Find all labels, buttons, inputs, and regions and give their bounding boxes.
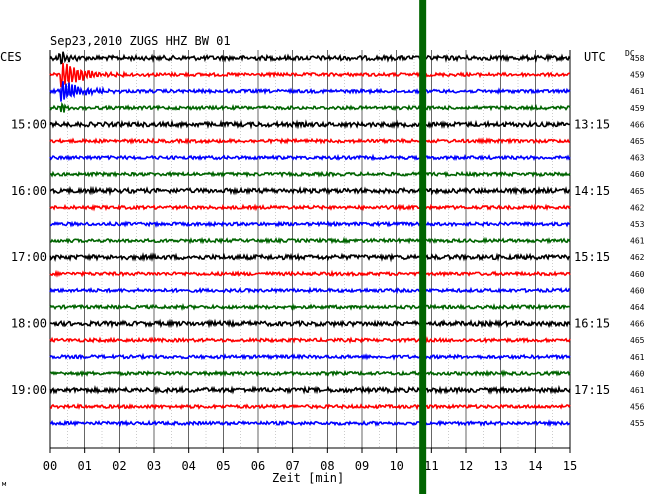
dc-offset-label: 455 [630, 419, 645, 428]
x-tick-label: 07 [285, 459, 299, 473]
seismic-trace [49, 252, 571, 263]
right-zone-label: UTC [584, 50, 606, 64]
dc-offset-label: 460 [630, 369, 645, 378]
dc-offset-label: 465 [630, 187, 645, 196]
seismic-trace [49, 318, 571, 329]
x-axis-label: Zeit [min] [272, 471, 344, 485]
seismic-trace [49, 236, 571, 245]
dc-offset-label: 460 [630, 286, 645, 295]
seismic-trace [49, 384, 571, 396]
marker-line [419, 0, 427, 494]
right-time-label: 13:15 [574, 117, 610, 131]
x-tick-label: 04 [181, 459, 195, 473]
seismic-trace [49, 153, 571, 162]
x-tick-label: 00 [43, 459, 57, 473]
dc-offset-label: 462 [630, 253, 645, 262]
seismic-trace [49, 51, 571, 65]
time-label-group: 15:00 16:00 17:00 18:00 19:00 13:15 14:15 15:15… [11, 117, 610, 397]
seismic-trace [49, 352, 571, 361]
right-time-label: 14:15 [574, 184, 610, 198]
left-time-label: 19:00 [11, 383, 47, 397]
seismic-trace [49, 419, 571, 428]
x-tick-label: 13 [493, 459, 507, 473]
dc-offset-label: 464 [630, 303, 645, 312]
x-tick-label: 14 [528, 459, 542, 473]
dc-column-label: DC [625, 49, 635, 58]
footer-mark: м [2, 480, 7, 488]
left-time-label: 16:00 [11, 184, 47, 198]
dc-label-group: 458 459 461 459 466 465 463 460 465 462 453 461 462 4… [630, 54, 645, 428]
x-tick-group: 00 01 02 03 04 05 06 07 08 09 10 11 12 13 14 15 [43, 448, 577, 473]
seismic-trace [49, 203, 571, 212]
seismic-trace [49, 302, 571, 312]
dc-offset-label: 453 [630, 220, 645, 229]
x-tick-label: 12 [459, 459, 473, 473]
dc-offset-label: 461 [630, 87, 645, 96]
seismic-trace [49, 81, 571, 102]
left-time-label: 15:00 [11, 117, 47, 131]
seismic-trace [50, 220, 571, 228]
seismic-trace [49, 62, 570, 88]
x-tick-label: 10 [389, 459, 403, 473]
seismic-trace [49, 185, 571, 197]
seismic-trace [49, 369, 571, 378]
seismic-trace [49, 170, 571, 179]
dc-offset-label: 461 [630, 386, 645, 395]
trace-group [49, 51, 571, 428]
seismic-trace [49, 101, 571, 113]
dc-offset-label: 461 [630, 353, 645, 362]
right-time-label: 17:15 [574, 383, 610, 397]
x-tick-label: 06 [251, 459, 265, 473]
x-tick-label: 09 [355, 459, 369, 473]
dc-offset-label: 462 [630, 203, 645, 212]
x-tick-label: 02 [112, 459, 126, 473]
dc-offset-label: 460 [630, 170, 645, 179]
x-tick-label: 11 [424, 459, 438, 473]
marker-group [419, 0, 427, 494]
dc-offset-label: 459 [630, 104, 645, 113]
seismic-trace [49, 286, 571, 295]
dc-offset-label: 463 [630, 154, 645, 163]
dc-offset-label: 466 [630, 120, 645, 129]
chart-title: Sep23,2010 ZUGS HHZ BW 01 [50, 34, 231, 48]
x-tick-label: 05 [216, 459, 230, 473]
dc-offset-label: 461 [630, 237, 645, 246]
dc-offset-label: 458 [630, 54, 645, 63]
right-time-label: 15:15 [574, 250, 610, 264]
seismic-trace [49, 119, 571, 130]
seismic-trace [49, 269, 571, 278]
left-zone-label: CES [0, 50, 22, 64]
seismic-trace [49, 137, 571, 145]
right-time-label: 16:15 [574, 317, 610, 331]
dc-offset-label: 459 [630, 71, 645, 80]
grid [49, 50, 571, 449]
left-time-label: 17:00 [11, 250, 47, 264]
seismic-trace [49, 336, 571, 344]
dc-offset-label: 465 [630, 336, 645, 345]
dc-offset-label: 466 [630, 320, 645, 329]
x-tick-label: 15 [563, 459, 577, 473]
seismic-trace [49, 402, 571, 411]
dc-offset-label: 460 [630, 270, 645, 279]
x-tick-label: 03 [147, 459, 161, 473]
dc-offset-label: 456 [630, 403, 645, 412]
x-tick-label: 01 [77, 459, 91, 473]
x-tick-label: 08 [320, 459, 334, 473]
left-time-label: 18:00 [11, 317, 47, 331]
dc-offset-label: 465 [630, 137, 645, 146]
